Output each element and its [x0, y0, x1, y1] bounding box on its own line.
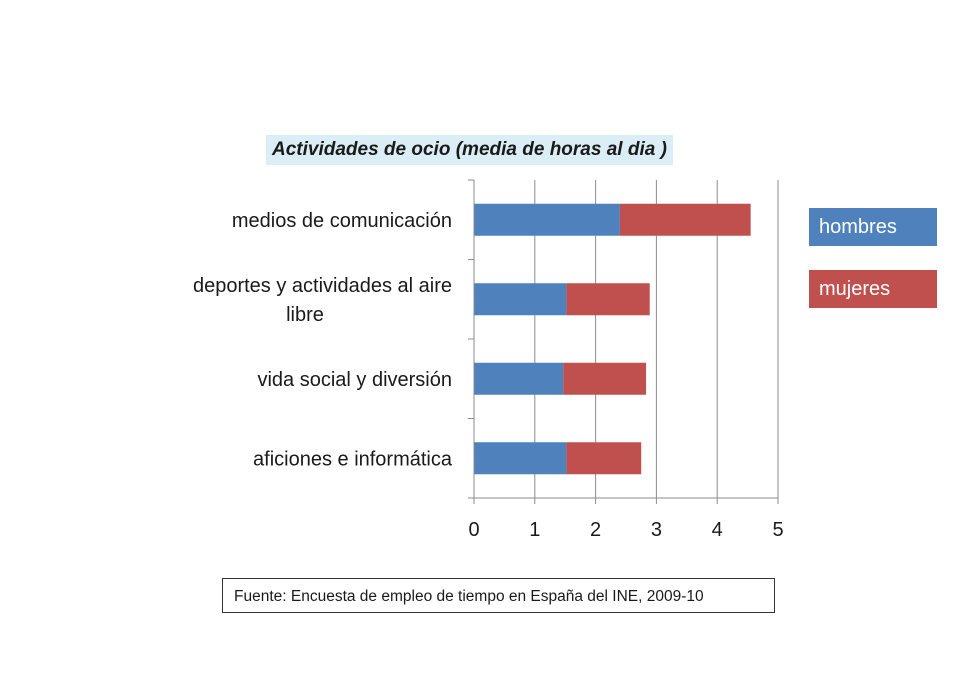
bar-mujeres	[563, 362, 647, 395]
bar-mujeres	[566, 283, 650, 316]
chart-title: Actividades de ocio (media de horas al d…	[266, 135, 673, 165]
legend-hombres: hombres	[809, 208, 937, 246]
x-tick-label: 1	[529, 519, 540, 541]
bar-hombres	[474, 362, 564, 395]
x-tick-label: 3	[651, 519, 662, 541]
bar-mujeres	[566, 442, 642, 475]
x-tick-label: 5	[772, 519, 783, 541]
bars	[474, 203, 751, 475]
category-label: deportes y actividades al aire	[193, 275, 452, 297]
bar-hombres	[474, 442, 567, 475]
category-label: libre	[286, 304, 324, 326]
x-tick-label: 2	[590, 519, 601, 541]
x-tick-label: 4	[712, 519, 723, 541]
bar-mujeres	[619, 203, 751, 236]
bar-hombres	[474, 203, 620, 236]
bar-hombres	[474, 283, 567, 316]
category-label: medios de comunicación	[232, 210, 452, 232]
category-label: vida social y diversión	[257, 369, 452, 391]
source-note: Fuente: Encuesta de empleo de tiempo en …	[222, 578, 775, 613]
axes	[468, 179, 779, 504]
labels: 0 1 2 3 4 5 medios de comunicación deportes y a…	[193, 210, 784, 541]
x-tick-label: 0	[468, 519, 479, 541]
category-label: aficiones e informática	[253, 448, 453, 470]
legend-mujeres: mujeres	[809, 270, 937, 308]
